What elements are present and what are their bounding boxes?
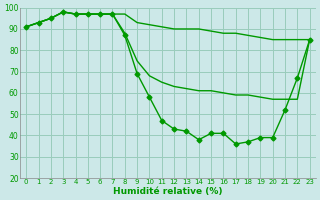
X-axis label: Humidité relative (%): Humidité relative (%) bbox=[113, 187, 223, 196]
